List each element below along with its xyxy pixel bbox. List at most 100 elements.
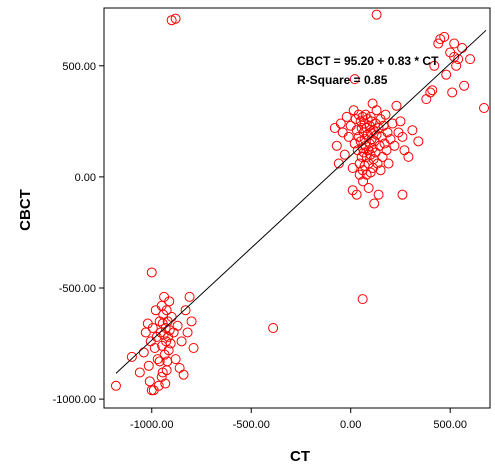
data-point: [403, 151, 414, 162]
data-point: [373, 189, 384, 200]
data-point: [152, 354, 163, 365]
data-point: [351, 189, 362, 200]
data-point: [337, 127, 348, 138]
data-point: [421, 94, 432, 105]
data-point: [144, 376, 155, 387]
x-tick-label: 500.00: [433, 419, 467, 431]
data-point: [449, 38, 460, 49]
data-point: [441, 69, 452, 80]
data-point: [143, 360, 154, 371]
data-point: [371, 129, 382, 140]
x-tick-label: -500.00: [233, 419, 270, 431]
data-point: [333, 158, 344, 169]
data-point: [157, 318, 168, 329]
data-point: [345, 120, 356, 131]
y-tick-label: 500.00: [62, 61, 96, 73]
data-point: [165, 338, 176, 349]
data-point: [134, 367, 145, 378]
data-point: [186, 316, 197, 327]
data-point: [153, 380, 164, 391]
data-point: [357, 294, 368, 305]
data-point: [170, 13, 181, 24]
data-point: [382, 127, 393, 138]
data-point: [164, 296, 175, 307]
data-point: [268, 323, 279, 333]
data-point: [146, 385, 157, 396]
data-point: [180, 305, 191, 316]
plot-frame: [103, 7, 491, 409]
data-point: [433, 38, 444, 49]
data-point: [154, 316, 165, 327]
data-point: [188, 343, 199, 353]
data-point: [425, 87, 436, 98]
data-point: [161, 305, 172, 316]
data-point: [156, 371, 167, 382]
data-point: [339, 149, 350, 160]
data-point: [375, 165, 386, 176]
data-point: [459, 80, 470, 91]
data-point: [357, 111, 368, 122]
x-axis-title: CT: [290, 448, 310, 465]
data-point: [110, 380, 121, 391]
data-point: [161, 336, 172, 347]
r-square-label: R-Square = 0.85: [297, 73, 388, 87]
data-point: [479, 103, 490, 113]
data-point: [381, 145, 392, 156]
data-point: [439, 31, 450, 42]
data-point: [363, 183, 374, 193]
data-point: [182, 327, 193, 338]
data-point: [149, 343, 160, 353]
data-point: [369, 198, 380, 209]
data-point: [184, 291, 195, 302]
data-point: [331, 140, 342, 151]
data-point: [351, 125, 362, 136]
data-point: [389, 140, 400, 151]
regression-equation: CBCT = 95.20 + 0.83 * CT: [297, 54, 439, 68]
data-point: [343, 131, 354, 142]
data-point: [397, 189, 408, 200]
data-point: [397, 131, 408, 142]
data-point: [380, 109, 391, 120]
data-point: [146, 267, 157, 278]
data-point: [453, 54, 464, 65]
axes: -1000.00 -500.00 0.00 500.00 -1000.00 -500.00…: [53, 7, 491, 431]
data-point: [154, 356, 165, 367]
data-point: [413, 136, 424, 147]
data-point: [174, 363, 185, 373]
data-point: [365, 111, 376, 122]
data-point: [147, 323, 158, 333]
y-tick-label: 0.00: [75, 172, 96, 184]
regression-line: [115, 29, 487, 374]
data-point: [427, 85, 438, 96]
data-point: [349, 74, 360, 85]
data-point: [161, 365, 172, 376]
fit-line-group: [115, 29, 487, 374]
data-point: [447, 87, 458, 98]
data-point: [172, 320, 183, 331]
x-tick-label: 0.00: [340, 419, 361, 431]
data-point: [170, 354, 181, 365]
y-tick-label: -1000.00: [53, 394, 96, 406]
data-point: [176, 336, 187, 347]
data-point: [451, 60, 462, 71]
data-point: [138, 347, 149, 358]
data-points: [110, 9, 490, 396]
data-point: [395, 116, 406, 127]
data-point: [429, 60, 440, 71]
data-point: [371, 9, 382, 20]
y-tick-label: -500.00: [59, 283, 96, 295]
y-axis-title: CBCT: [17, 189, 34, 231]
data-point: [372, 158, 383, 169]
data-point: [126, 351, 137, 362]
data-point: [358, 176, 369, 187]
data-point: [465, 54, 476, 65]
data-point: [407, 125, 418, 136]
x-tick-label: -1000.00: [130, 419, 173, 431]
data-point: [347, 163, 358, 173]
data-point: [371, 105, 382, 116]
data-point: [163, 345, 174, 356]
data-point: [360, 109, 371, 120]
data-point: [383, 158, 394, 169]
data-point: [341, 111, 352, 122]
